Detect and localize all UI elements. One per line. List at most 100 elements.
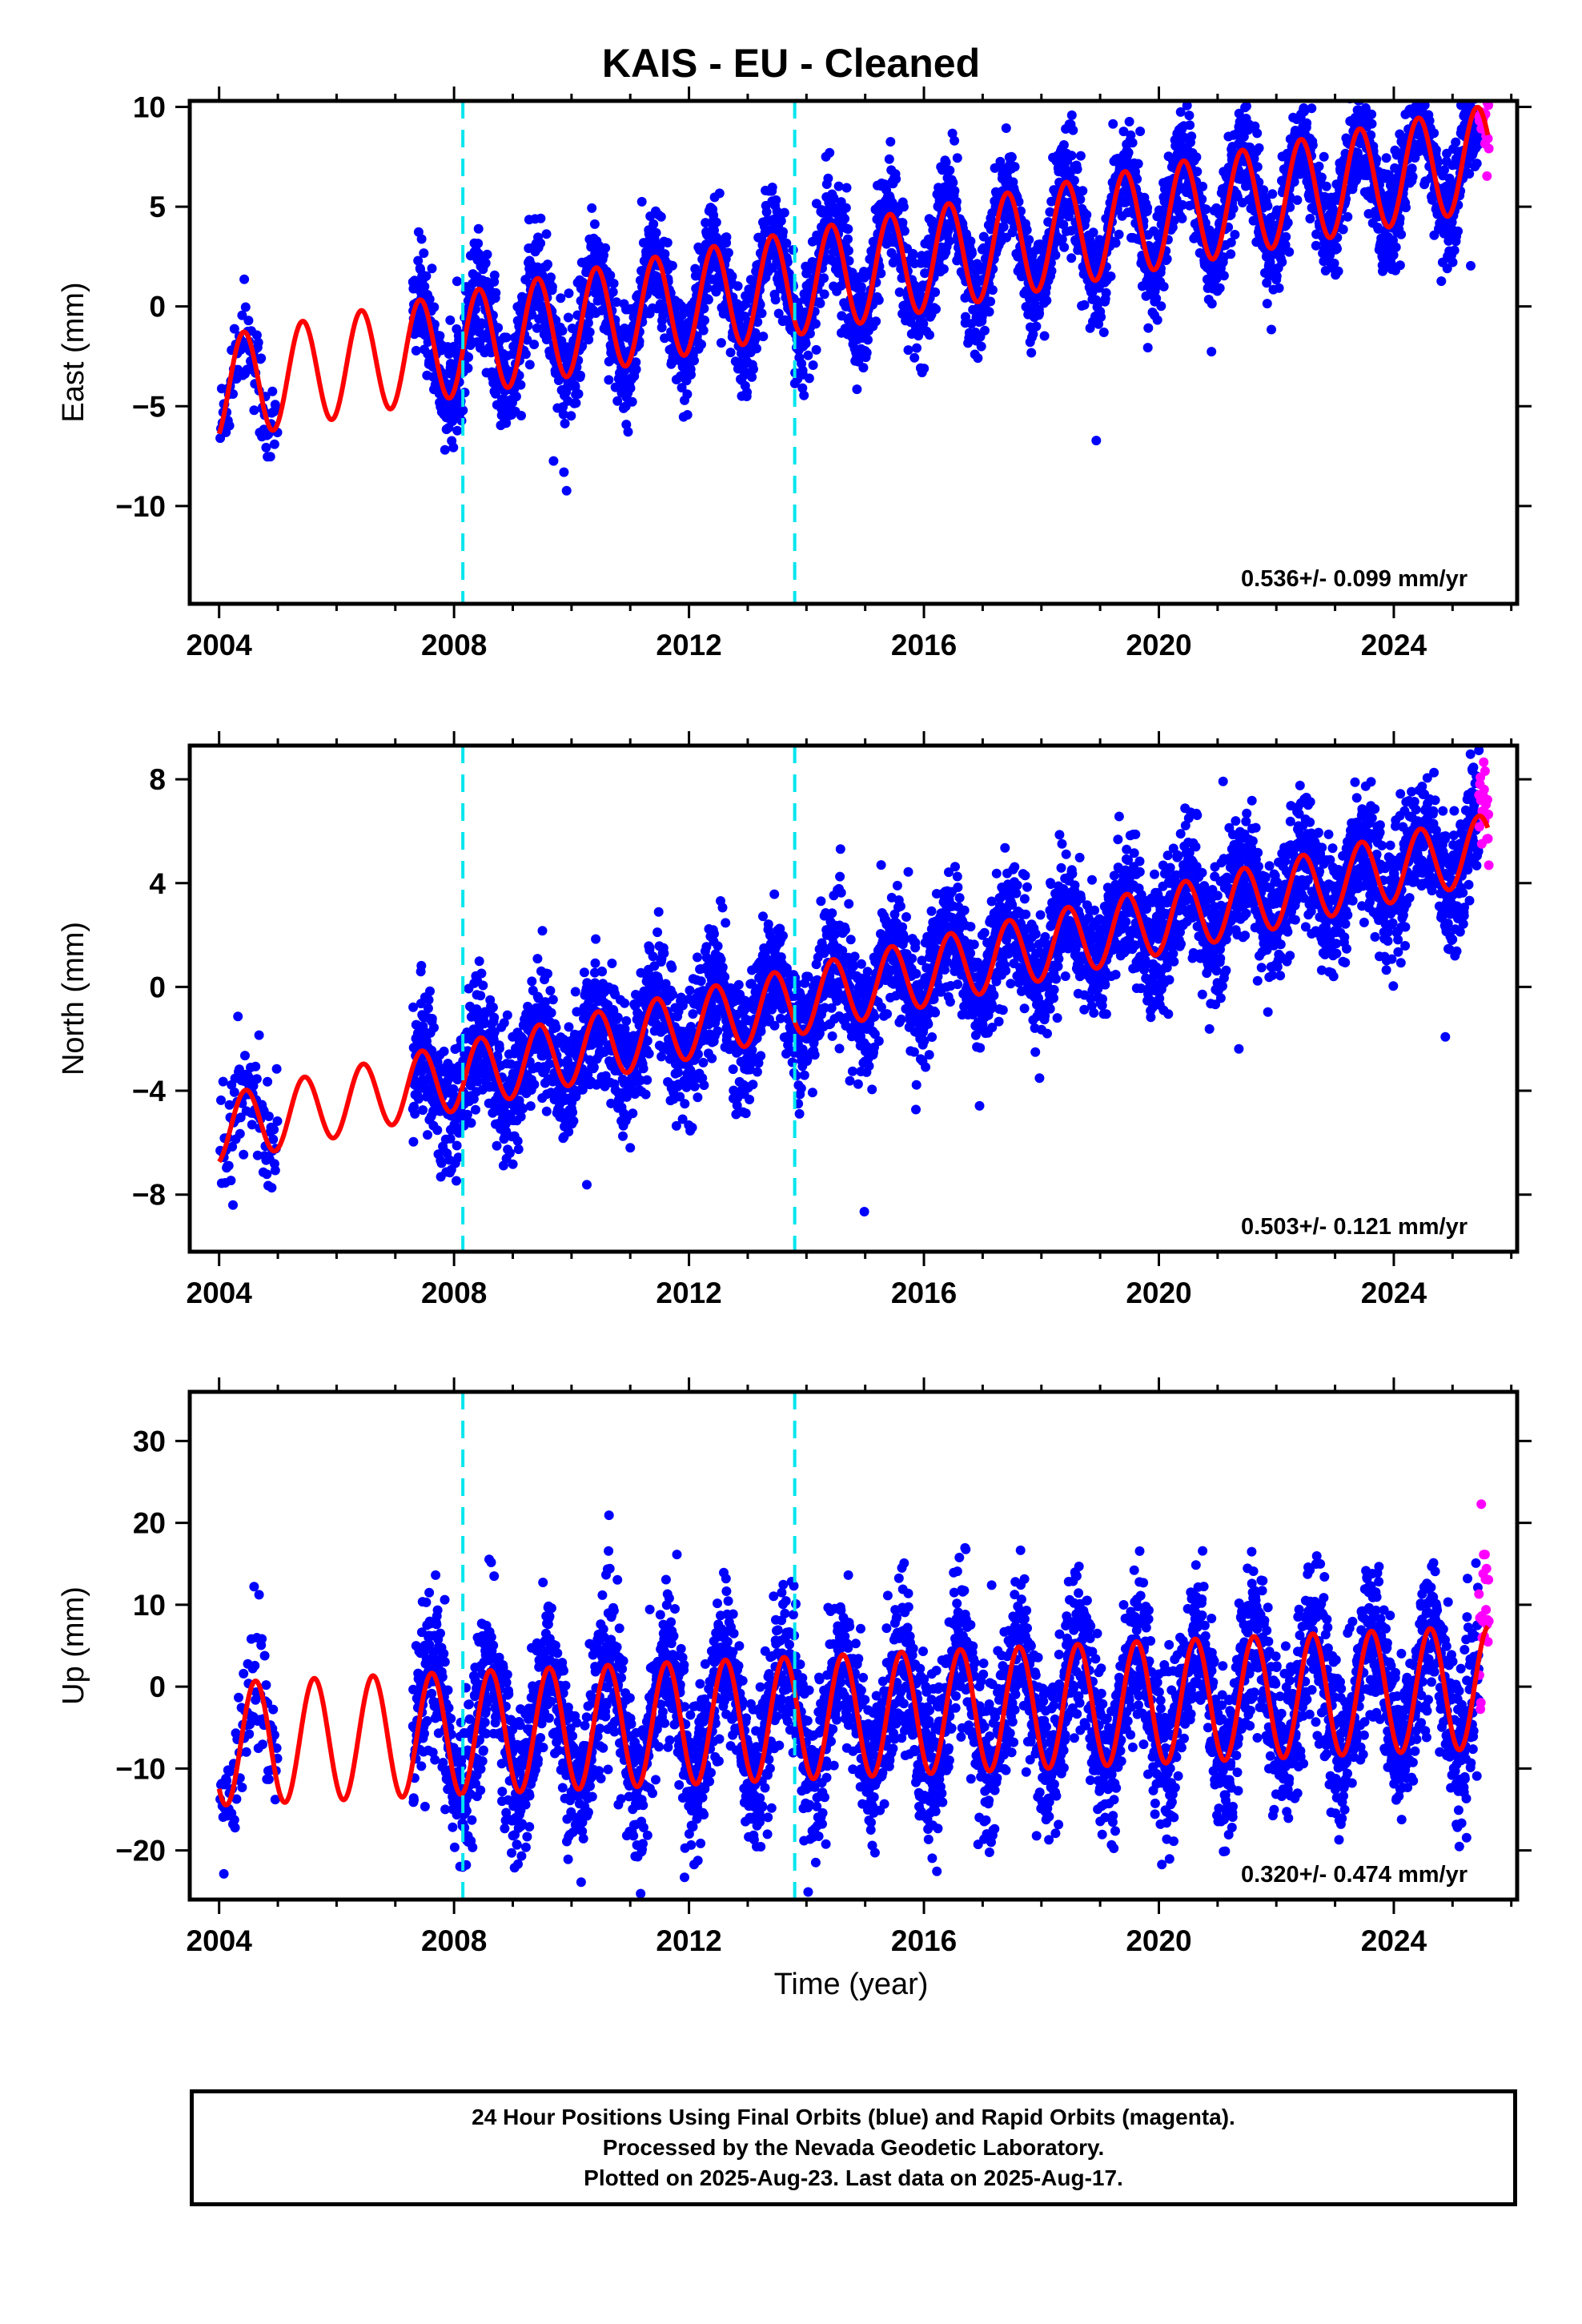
east-final-orbit-point: [1363, 78, 1372, 88]
east-final-orbit-point: [1277, 257, 1287, 267]
east-final-orbit-point: [711, 217, 721, 227]
east-x-tick-label: 2016: [891, 629, 957, 661]
east-final-orbit-point: [919, 364, 930, 374]
east-final-orbit-point: [987, 285, 998, 296]
north-final-orbit-point: [476, 968, 487, 979]
east-final-orbit-point: [608, 287, 618, 297]
east-final-orbit-point: [885, 137, 896, 147]
east-final-orbit-point: [980, 325, 990, 336]
east-final-orbit-point: [1124, 116, 1134, 127]
east-final-orbit-point: [1436, 276, 1447, 287]
north-final-orbit-point: [226, 1176, 236, 1186]
east-final-orbit-point: [1354, 87, 1363, 97]
east-final-orbit-point: [256, 353, 267, 364]
east-final-orbit-point: [1474, 57, 1484, 66]
east-final-orbit-point: [1307, 103, 1317, 114]
east-final-orbit-point: [571, 398, 581, 408]
east-final-orbit-point: [747, 372, 757, 382]
east-final-orbit-point: [1321, 181, 1331, 191]
east-final-orbit-point: [511, 392, 521, 402]
east-final-orbit-point: [1360, 76, 1370, 86]
east-final-orbit-point: [871, 316, 881, 327]
east-rate-label: 0.536+/- 0.099 mm/yr: [1241, 566, 1468, 592]
north-final-orbit-point: [439, 1046, 449, 1056]
east-rapid-orbit-point: [1484, 143, 1494, 154]
east-final-orbit-point: [1467, 84, 1476, 94]
east-final-orbit-point: [561, 485, 572, 496]
east-final-orbit-point: [1066, 110, 1077, 120]
east-final-orbit-point: [473, 239, 484, 248]
east-final-orbit-point: [269, 439, 279, 449]
east-final-orbit-point: [527, 310, 537, 320]
east-final-orbit-point: [621, 420, 632, 430]
east-final-orbit-point: [843, 224, 853, 234]
north-final-orbit-point: [228, 1200, 238, 1210]
east-final-orbit-point: [811, 344, 821, 355]
east-final-orbit-point: [520, 349, 531, 360]
east-final-orbit-point: [587, 203, 597, 213]
east-final-orbit-point: [237, 310, 247, 320]
east-final-orbit-point: [1416, 90, 1426, 99]
east-final-orbit-point: [770, 295, 781, 305]
north-final-orbit-point: [424, 995, 434, 1005]
east-final-orbit-point: [698, 325, 709, 336]
east-final-orbit-point: [682, 389, 693, 400]
east-final-orbit-point: [1031, 321, 1042, 332]
east-final-orbit-point: [229, 324, 239, 334]
north-final-orbit-point: [502, 1010, 512, 1020]
north-final-orbit-point: [229, 1087, 239, 1097]
east-final-orbit-point: [1314, 161, 1324, 171]
east-final-orbit-point: [758, 332, 769, 342]
east-final-orbit-point: [627, 396, 637, 407]
north-final-orbit-point: [471, 1104, 480, 1115]
east-rapid-orbit-point: [1477, 86, 1487, 95]
east-final-orbit-point: [779, 207, 789, 218]
north-final-orbit-point: [271, 1063, 282, 1074]
east-final-orbit-point: [1067, 88, 1077, 98]
east-rapid-orbit-point: [1476, 66, 1485, 75]
east-final-orbit-point: [1262, 299, 1272, 309]
east-final-orbit-point: [1267, 189, 1278, 199]
east-final-orbit-point: [1184, 111, 1195, 121]
east-final-orbit-point: [1219, 271, 1229, 281]
east-final-orbit-point: [532, 323, 542, 333]
north-final-orbit-point: [474, 956, 484, 967]
east-final-orbit-point: [584, 335, 594, 345]
north-final-orbit-point: [269, 1124, 279, 1135]
east-final-orbit-point: [1468, 78, 1477, 87]
east-final-orbit-point: [1463, 78, 1472, 88]
east-final-orbit-point: [1284, 247, 1295, 257]
east-final-orbit-point: [501, 418, 512, 428]
east-final-orbit-point: [1042, 296, 1052, 306]
east-final-orbit-point: [1058, 140, 1069, 150]
east-final-orbit-point: [801, 339, 811, 348]
east-final-orbit-point: [689, 356, 699, 366]
east-final-orbit-point: [753, 317, 763, 328]
east-final-orbit-point: [656, 211, 666, 222]
east-final-orbit-point: [516, 380, 526, 390]
east-y-tick-label: 0: [149, 291, 166, 324]
east-rapid-orbit-point: [1483, 134, 1493, 143]
north-final-orbit-point: [272, 1116, 283, 1126]
east-final-orbit-point: [840, 214, 849, 224]
east-final-orbit-point: [421, 271, 432, 281]
east-final-orbit-point: [1082, 210, 1092, 220]
east-final-orbit-point: [1034, 308, 1045, 319]
east-final-orbit-point: [1059, 242, 1070, 252]
east-final-orbit-point: [1207, 299, 1217, 309]
east-final-orbit-point: [1091, 436, 1102, 446]
north-final-orbit-point: [270, 1165, 280, 1176]
east-final-orbit-point: [1420, 85, 1430, 94]
east-final-orbit-point: [522, 335, 532, 345]
east-final-orbit-point: [411, 345, 421, 356]
east-final-orbit-point: [541, 229, 552, 239]
east-rapid-orbit-point: [1480, 79, 1489, 89]
north-final-orbit-point: [262, 1169, 272, 1180]
east-final-orbit-point: [623, 427, 633, 437]
east-final-orbit-point: [714, 188, 725, 199]
east-final-orbit-point: [452, 425, 463, 436]
north-final-orbit-point: [494, 1043, 504, 1054]
east-final-orbit-point: [240, 302, 251, 312]
east-final-orbit-point: [1010, 162, 1020, 172]
east-final-orbit-point: [536, 238, 546, 248]
